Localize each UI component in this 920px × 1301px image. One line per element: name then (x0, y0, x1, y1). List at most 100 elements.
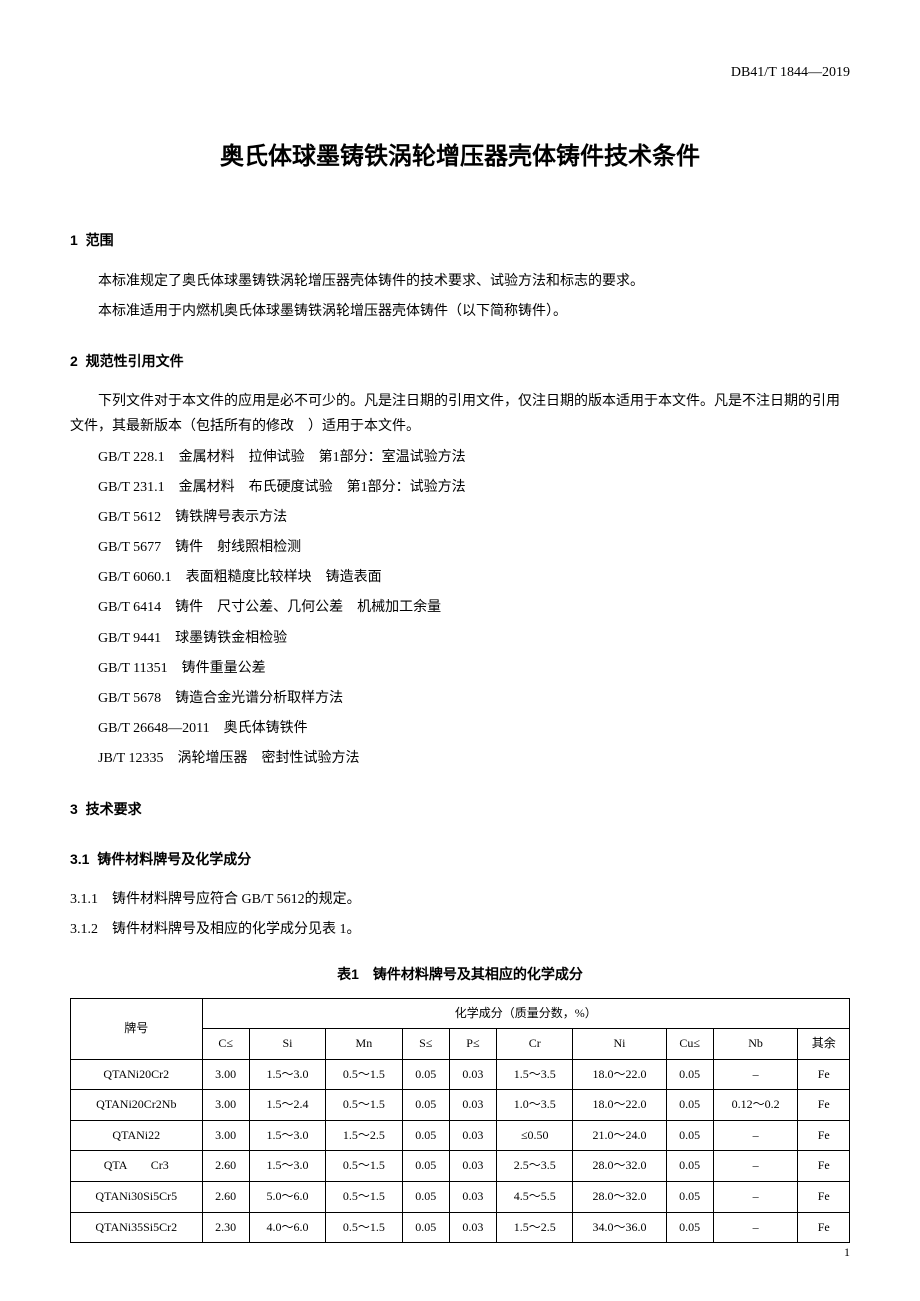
reference-7: GB/T 11351 铸件重量公差 (98, 656, 850, 681)
table-cell-cr: 4.5～5.5 (497, 1182, 573, 1213)
table-cell-cr: 2.5～3.5 (497, 1151, 573, 1182)
section-3-1-heading: 3.1 铸件材料牌号及化学成分 (70, 847, 850, 872)
reference-1: GB/T 231.1 金属材料 布氏硬度试验 第1部分：试验方法 (98, 475, 850, 500)
col-ni: Ni (573, 1029, 666, 1060)
table-header-row-1: 牌号 化学成分（质量分数，%） (71, 998, 850, 1029)
table-cell-c: 2.60 (202, 1151, 249, 1182)
section-1-heading: 1 范围 (70, 228, 850, 253)
section-3-num: 3 (70, 801, 78, 817)
table-cell-cr: 1.5～3.5 (497, 1059, 573, 1090)
table-cell-rest: Fe (798, 1059, 850, 1090)
table-cell-ni: 28.0～32.0 (573, 1151, 666, 1182)
col-si: Si (249, 1029, 325, 1060)
table-cell-grade: QTANi30Si5Cr5 (71, 1182, 203, 1213)
reference-0: GB/T 228.1 金属材料 拉伸试验 第1部分：室温试验方法 (98, 445, 850, 470)
table-cell-nb: – (713, 1212, 798, 1243)
table-cell-p: 0.03 (449, 1120, 496, 1151)
table-cell-s: 0.05 (402, 1151, 449, 1182)
table-cell-mn: 0.5～1.5 (326, 1212, 402, 1243)
table-row: QTANi20Cr23.001.5～3.00.5～1.5 0.05 0.031.5～… (71, 1059, 850, 1090)
table-cell-p: 0.03 (449, 1182, 496, 1213)
table-cell-cr: ≤0.50 (497, 1120, 573, 1151)
section-2-heading: 2 规范性引用文件 (70, 349, 850, 374)
table-cell-si: 1.5～2.4 (249, 1090, 325, 1121)
table-row: QTANi35Si5Cr22.304.0～6.00.5～1.50.050.031… (71, 1212, 850, 1243)
table-cell-ni: 18.0～22.0 (573, 1090, 666, 1121)
table-cell-c: 3.00 (202, 1059, 249, 1090)
table-row: QTANi223.001.5～3.01.5～2.5 0.05 0.03≤0.5021… (71, 1120, 850, 1151)
section-2-label: 规范性引用文件 (86, 353, 184, 369)
table-row: QTANi30Si5Cr52.605.0～6.00.5～1.50.050.034… (71, 1182, 850, 1213)
table-cell-mn: 0.5～1.5 (326, 1059, 402, 1090)
table-cell-si: 1.5～3.0 (249, 1151, 325, 1182)
standard-code: DB41/T 1844—2019 (70, 60, 850, 85)
table-cell-rest: Fe (798, 1182, 850, 1213)
table-cell-grade: QTANi20Cr2 (71, 1059, 203, 1090)
table-cell-ni: 34.0～36.0 (573, 1212, 666, 1243)
table-cell-cu: 0.05 (666, 1182, 713, 1213)
col-s: S≤ (402, 1029, 449, 1060)
table-cell-mn: 1.5～2.5 (326, 1120, 402, 1151)
table-cell-cu: 0.05 (666, 1212, 713, 1243)
section-3-1-1: 3.1.1 铸件材料牌号应符合 GB/T 5612的规定。 (70, 887, 850, 912)
table-cell-s: 0.05 (402, 1090, 449, 1121)
table-cell-nb: – (713, 1059, 798, 1090)
table-cell-c: 2.30 (202, 1212, 249, 1243)
table-cell-mn: 0.5～1.5 (326, 1090, 402, 1121)
reference-2: GB/T 5612 铸铁牌号表示方法 (98, 505, 850, 530)
table-cell-ni: 18.0～22.0 (573, 1059, 666, 1090)
table-cell-grade: QTANi22 (71, 1120, 203, 1151)
reference-5: GB/T 6414 铸件 尺寸公差、几何公差 机械加工余量 (98, 595, 850, 620)
table-cell-cr: 1.0～3.5 (497, 1090, 573, 1121)
table-cell-cu: 0.05 (666, 1090, 713, 1121)
reference-9: GB/T 26648—2011 奥氏体铸铁件 (98, 716, 850, 741)
col-mn: Mn (326, 1029, 402, 1060)
table-1-title: 表1 铸件材料牌号及其相应的化学成分 (70, 962, 850, 987)
table-cell-si: 1.5～3.0 (249, 1120, 325, 1151)
table-cell-grade: QTANi20Cr2Nb (71, 1090, 203, 1121)
table-cell-rest: Fe (798, 1120, 850, 1151)
table-cell-cu: 0.05 (666, 1120, 713, 1151)
section-1-para-1: 本标准规定了奥氏体球墨铸铁涡轮增压器壳体铸件的技术要求、试验方法和标志的要求。 (70, 269, 850, 294)
table-cell-p: 0.03 (449, 1059, 496, 1090)
table-cell-cu: 0.05 (666, 1059, 713, 1090)
col-rest: 其余 (798, 1029, 850, 1060)
table-cell-p: 0.03 (449, 1212, 496, 1243)
table-cell-si: 4.0～6.0 (249, 1212, 325, 1243)
table-cell-nb: – (713, 1120, 798, 1151)
section-1-num: 1 (70, 232, 78, 248)
table-cell-s: 0.05 (402, 1182, 449, 1213)
col-cr: Cr (497, 1029, 573, 1060)
section-3-label: 技术要求 (86, 801, 142, 817)
table-cell-nb: 0.12～0.2 (713, 1090, 798, 1121)
table-row: QTANi20Cr2Nb3.001.5～2.40.5～1.50.050.031.… (71, 1090, 850, 1121)
col-group: 化学成分（质量分数，%） (202, 998, 849, 1029)
document-title: 奥氏体球墨铸铁涡轮增压器壳体铸件技术条件 (70, 135, 850, 178)
table-cell-ni: 21.0～24.0 (573, 1120, 666, 1151)
table-cell-c: 2.60 (202, 1182, 249, 1213)
col-grade: 牌号 (71, 998, 203, 1059)
table-cell-mn: 0.5～1.5 (326, 1182, 402, 1213)
table-cell-s: 0.05 (402, 1212, 449, 1243)
table-cell-cu: 0.05 (666, 1151, 713, 1182)
table-cell-c: 3.00 (202, 1120, 249, 1151)
table-cell-ni: 28.0～32.0 (573, 1182, 666, 1213)
section-2-num: 2 (70, 353, 78, 369)
section-3-1-2: 3.1.2 铸件材料牌号及相应的化学成分见表 1。 (70, 917, 850, 942)
section-1-para-2: 本标准适用于内燃机奥氏体球墨铸铁涡轮增压器壳体铸件（以下简称铸件）。 (70, 299, 850, 324)
table-row: QTA Cr32.601.5～3.00.5～1.50.050.032.5～3.5… (71, 1151, 850, 1182)
table-cell-rest: Fe (798, 1090, 850, 1121)
table-cell-si: 1.5～3.0 (249, 1059, 325, 1090)
table-cell-rest: Fe (798, 1212, 850, 1243)
table-cell-p: 0.03 (449, 1090, 496, 1121)
section-3-1-label: 铸件材料牌号及化学成分 (97, 851, 251, 867)
section-1-label: 范围 (86, 232, 114, 248)
reference-3: GB/T 5677 铸件 射线照相检测 (98, 535, 850, 560)
composition-table: 牌号 化学成分（质量分数，%） C≤ Si Mn S≤ P≤ Cr Ni Cu≤… (70, 998, 850, 1244)
col-nb: Nb (713, 1029, 798, 1060)
page-number: 1 (844, 1242, 850, 1264)
reference-8: GB/T 5678 铸造合金光谱分析取样方法 (98, 686, 850, 711)
reference-10: JB/T 12335 涡轮增压器 密封性试验方法 (98, 746, 850, 771)
col-cu: Cu≤ (666, 1029, 713, 1060)
reference-4: GB/T 6060.1 表面粗糙度比较样块 铸造表面 (98, 565, 850, 590)
